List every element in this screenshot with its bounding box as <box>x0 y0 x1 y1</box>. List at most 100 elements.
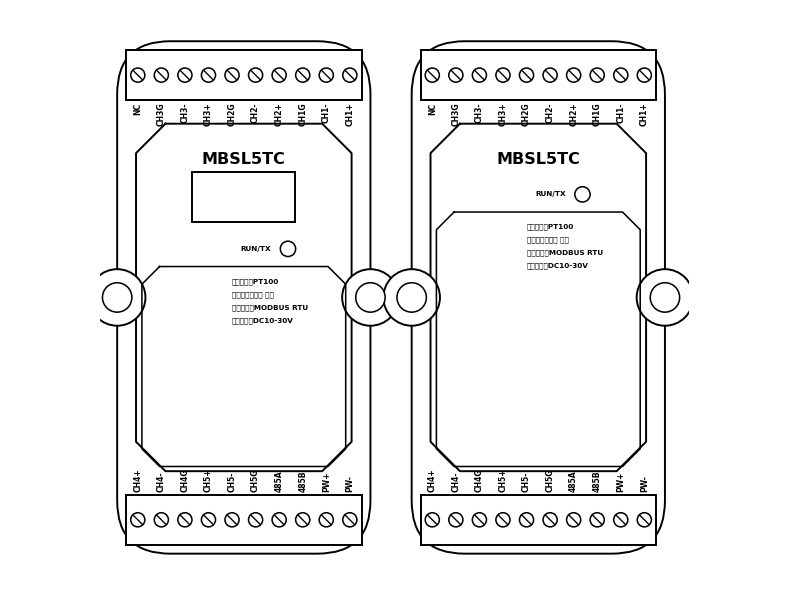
FancyBboxPatch shape <box>411 41 665 554</box>
Circle shape <box>343 68 357 82</box>
Text: MBSL5TC: MBSL5TC <box>496 151 580 167</box>
Text: 485B: 485B <box>298 471 307 492</box>
Text: CH1+: CH1+ <box>345 102 355 126</box>
Text: MBSL5TC: MBSL5TC <box>202 151 286 167</box>
Text: CH5+: CH5+ <box>499 469 507 492</box>
Circle shape <box>543 68 557 82</box>
Text: 供电电压：DC10-30V: 供电电压：DC10-30V <box>232 317 294 324</box>
Text: 通讯协议：MODBUS RTU: 通讯协议：MODBUS RTU <box>526 250 603 256</box>
Circle shape <box>472 512 486 527</box>
Text: CH3+: CH3+ <box>499 102 507 126</box>
Circle shape <box>319 512 333 527</box>
Text: RUN/TX: RUN/TX <box>241 246 272 252</box>
Text: CH2G: CH2G <box>228 102 236 126</box>
Circle shape <box>637 68 652 82</box>
Text: 485A: 485A <box>275 471 284 492</box>
Text: 485B: 485B <box>593 471 602 492</box>
Circle shape <box>519 68 533 82</box>
Circle shape <box>178 512 192 527</box>
Text: PW-: PW- <box>640 475 649 492</box>
Circle shape <box>496 512 510 527</box>
Circle shape <box>472 68 486 82</box>
Text: CH4-: CH4- <box>452 472 460 492</box>
Text: CH3-: CH3- <box>475 102 484 123</box>
Text: 输入类型：PT100: 输入类型：PT100 <box>232 279 279 285</box>
Circle shape <box>343 512 357 527</box>
Bar <box>192 173 296 223</box>
Circle shape <box>384 269 440 326</box>
Circle shape <box>574 187 590 202</box>
Text: CH2-: CH2- <box>251 102 260 123</box>
Circle shape <box>614 512 628 527</box>
Text: CH1G: CH1G <box>593 102 602 126</box>
Circle shape <box>154 68 169 82</box>
Text: PW-: PW- <box>345 475 355 492</box>
Text: 输入类型：PT100: 输入类型：PT100 <box>526 224 574 230</box>
Circle shape <box>637 269 693 326</box>
Circle shape <box>202 68 216 82</box>
Circle shape <box>296 512 310 527</box>
Bar <box>421 50 656 100</box>
Text: CH3+: CH3+ <box>204 102 213 126</box>
Text: CH1-: CH1- <box>322 102 331 123</box>
Text: PW+: PW+ <box>616 472 625 492</box>
Text: CH4-: CH4- <box>157 472 165 492</box>
Text: CH5G: CH5G <box>251 469 260 492</box>
Text: 供电电压：DC10-30V: 供电电压：DC10-30V <box>526 263 589 269</box>
Circle shape <box>178 68 192 82</box>
Circle shape <box>131 68 145 82</box>
Text: NC: NC <box>133 102 143 115</box>
Text: CH2G: CH2G <box>522 102 531 126</box>
Text: NC: NC <box>428 102 437 115</box>
Bar <box>126 50 362 100</box>
Text: CH5-: CH5- <box>228 472 236 492</box>
FancyBboxPatch shape <box>117 41 370 554</box>
Circle shape <box>449 512 463 527</box>
Circle shape <box>272 512 286 527</box>
Text: CH4+: CH4+ <box>133 469 143 492</box>
Circle shape <box>89 269 146 326</box>
Text: 信号隔离：信号 通讯: 信号隔离：信号 通讯 <box>232 292 274 298</box>
Text: PW+: PW+ <box>322 472 331 492</box>
Circle shape <box>131 512 145 527</box>
Circle shape <box>637 512 652 527</box>
Circle shape <box>225 68 239 82</box>
Text: 信号隔离：信号 通讯: 信号隔离：信号 通讯 <box>526 237 568 243</box>
Bar <box>126 495 362 545</box>
Circle shape <box>342 269 399 326</box>
Text: CH2-: CH2- <box>545 102 555 123</box>
Circle shape <box>296 68 310 82</box>
Circle shape <box>272 68 286 82</box>
Text: CH3G: CH3G <box>452 102 460 126</box>
Text: CH5G: CH5G <box>545 469 555 492</box>
Circle shape <box>567 68 581 82</box>
Circle shape <box>397 283 426 312</box>
Circle shape <box>567 512 581 527</box>
Circle shape <box>519 512 533 527</box>
Text: CH1+: CH1+ <box>640 102 649 126</box>
Text: 485A: 485A <box>569 471 578 492</box>
Text: CH4G: CH4G <box>475 469 484 492</box>
Text: CH3G: CH3G <box>157 102 165 126</box>
Circle shape <box>449 68 463 82</box>
Text: CH2+: CH2+ <box>275 102 284 126</box>
Circle shape <box>543 512 557 527</box>
Circle shape <box>426 512 440 527</box>
Circle shape <box>355 283 385 312</box>
Circle shape <box>590 512 604 527</box>
Circle shape <box>614 68 628 82</box>
Circle shape <box>426 68 440 82</box>
Circle shape <box>496 68 510 82</box>
Circle shape <box>248 68 262 82</box>
Text: CH4+: CH4+ <box>428 469 437 492</box>
Circle shape <box>248 512 262 527</box>
Text: CH4G: CH4G <box>180 469 189 492</box>
Text: CH3-: CH3- <box>180 102 189 123</box>
Circle shape <box>102 283 132 312</box>
Text: RUN/TX: RUN/TX <box>535 191 566 197</box>
Bar <box>421 495 656 545</box>
Text: CH5-: CH5- <box>522 472 531 492</box>
Circle shape <box>225 512 239 527</box>
Text: CH1-: CH1- <box>616 102 625 123</box>
Circle shape <box>590 68 604 82</box>
